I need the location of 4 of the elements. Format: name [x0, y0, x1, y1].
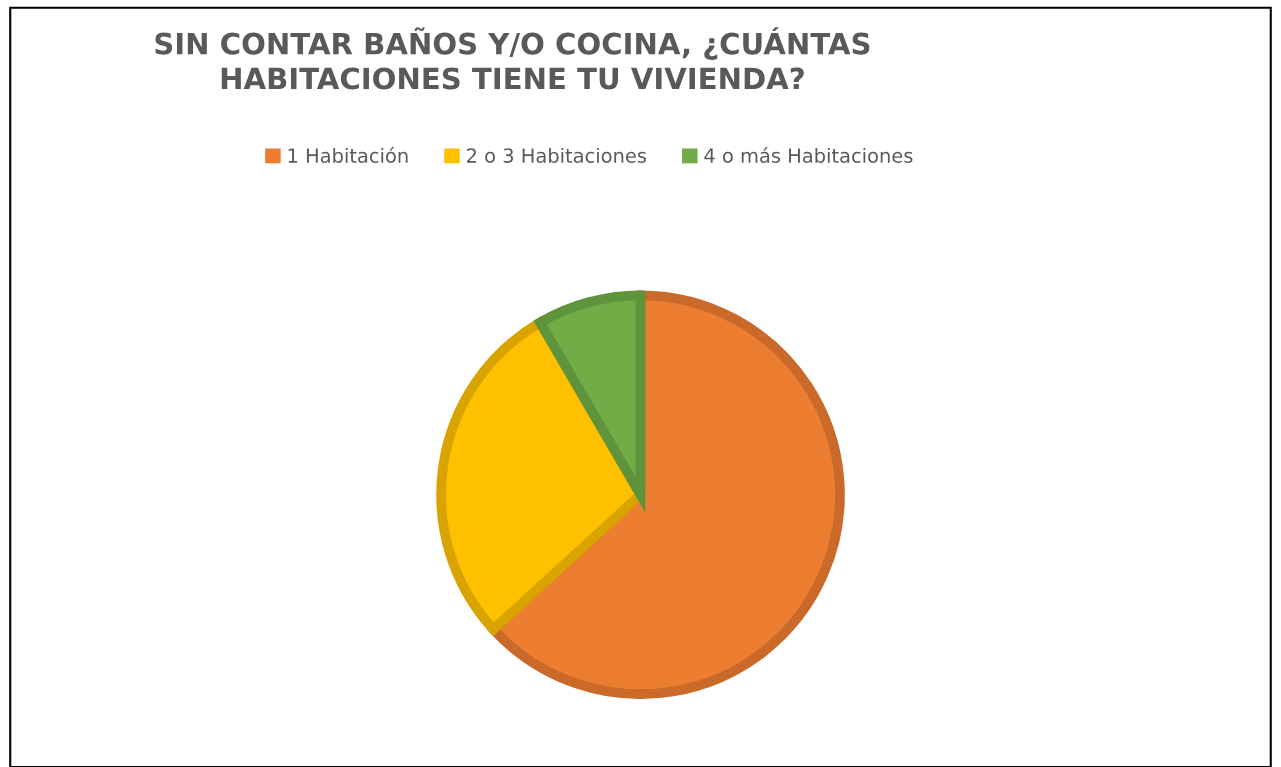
- legend-label: 4 o más Habitaciones: [704, 147, 913, 163]
- legend-label: 1 Habitación: [288, 147, 408, 163]
- legend-label: 2 o 3 Habitaciones: [467, 147, 647, 163]
- chart-title: SIN CONTAR BAÑOS Y/O COCINA, ¿CUÁNTAS HABITACIONES TIENE TU VIVIENDA?: [155, 27, 870, 90]
